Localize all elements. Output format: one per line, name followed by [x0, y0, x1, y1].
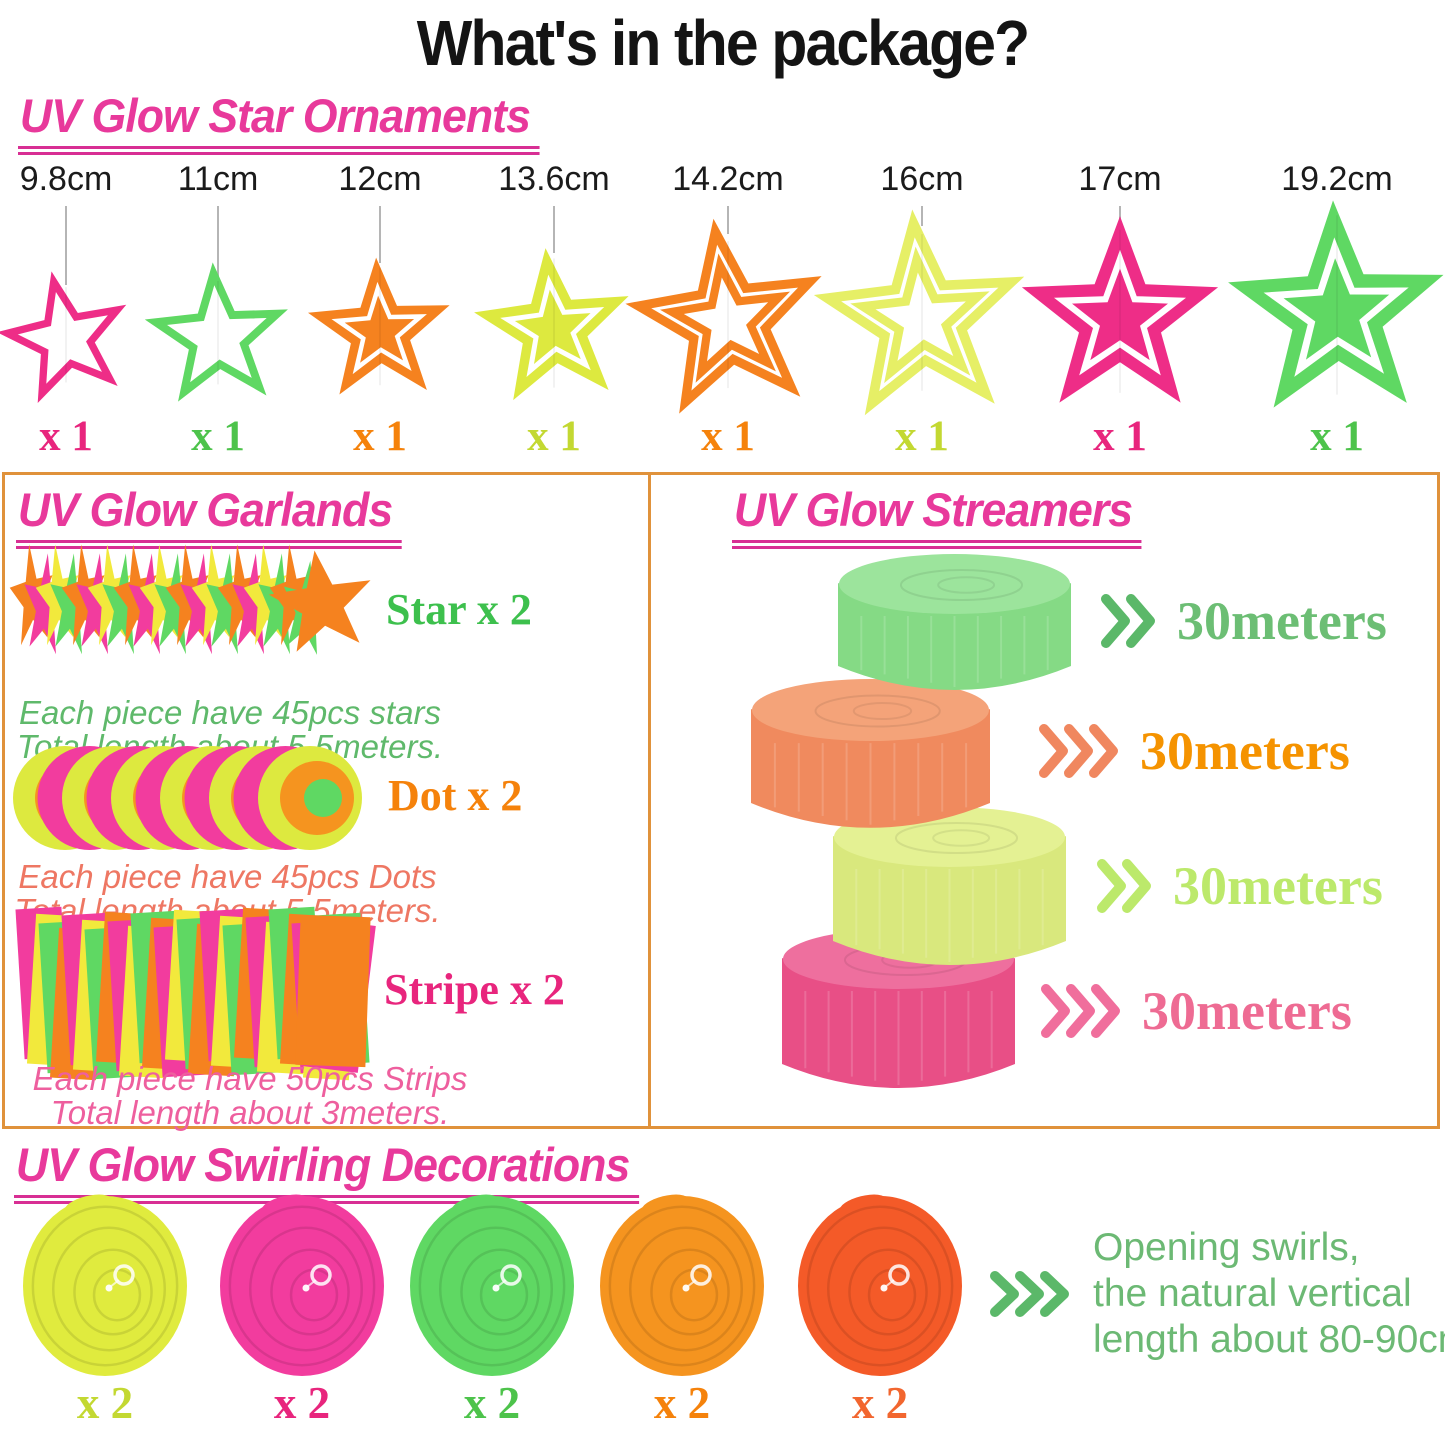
garland-qty-label: Stripe x 2: [384, 965, 565, 1014]
ornament-size-label: 17cm: [1078, 160, 1162, 198]
ornament-qty-label: x 1: [701, 413, 755, 460]
star-ornament-image: [144, 262, 288, 402]
streamer-length-row: 30meters: [1099, 590, 1387, 652]
swirl-note-line: the natural vertical: [1093, 1272, 1412, 1315]
swirl-qty-label: x 2: [273, 1378, 331, 1428]
swirl-decoration-image: [220, 1194, 384, 1376]
garland-description: Total length about 3meters.: [50, 1094, 450, 1131]
garland-description: Each piece have 45pcs stars: [19, 694, 441, 731]
swirl-note-row: Opening swirls, the natural vertical lengt…: [988, 1225, 1445, 1363]
streamer-length-label: 30meters: [1177, 591, 1387, 651]
star-ornaments-heading: UV Glow Star Ornaments: [18, 88, 540, 155]
star-ornament-image: [308, 257, 450, 395]
ornament-size-label: 9.8cm: [19, 160, 113, 198]
star-garland-image: [9, 544, 371, 655]
section-star-ornaments: UV Glow Star Ornaments 9.8cm x 1 11cm x 1 12…: [0, 0, 1445, 472]
column-divider: [648, 475, 651, 1126]
ornament-size-label: 13.6cm: [498, 160, 610, 198]
swirl-decoration-image: [23, 1194, 187, 1376]
swirl-qty-label: x 2: [76, 1378, 134, 1428]
section-swirling-decorations: UV Glow Swirling Decorations x 2 x 2 x 2 x …: [0, 1129, 1445, 1445]
hanging-string: [921, 206, 923, 226]
swirl-decoration-image: [798, 1194, 962, 1376]
star-ornament-image: [1021, 216, 1219, 403]
hanging-string: [379, 206, 381, 263]
garland-qty-label: Dot x 2: [388, 771, 523, 820]
chevron-right-icon: [990, 1271, 1069, 1317]
star-ornament-image: [474, 248, 629, 401]
hanging-string: [1119, 206, 1121, 221]
swirl-note-line: length about 80-90cm.: [1093, 1318, 1445, 1361]
middle-section-border: [2, 472, 1440, 1129]
chevron-right-icon: [1039, 724, 1118, 778]
hanging-string: [217, 206, 219, 278]
ornament-qty-label: x 1: [1310, 413, 1364, 460]
streamer-length-row: 30meters: [1095, 855, 1383, 917]
chevron-right-icon: [1101, 594, 1155, 648]
ornament-qty-label: x 1: [39, 413, 93, 460]
swirl-qty-label: x 2: [463, 1378, 521, 1428]
garlands-heading: UV Glow Garlands: [16, 482, 402, 549]
star-ornament-image: [625, 218, 822, 414]
section-streamers: UV Glow Streamers 30meters 30meters 30mete…: [647, 472, 1445, 1129]
hanging-string: [65, 206, 67, 285]
streamer-roll-image: [838, 554, 1071, 690]
garland-description: Each piece have 50pcs Strips: [32, 1060, 468, 1097]
streamer-length-label: 30meters: [1142, 981, 1352, 1041]
hanging-string: [553, 206, 555, 253]
swirl-note-text: Opening swirls, the natural vertical lengt…: [1093, 1225, 1445, 1363]
garland-qty-label: Star x 2: [386, 585, 532, 634]
ornament-size-label: 16cm: [880, 160, 964, 198]
streamers-heading: UV Glow Streamers: [732, 482, 1142, 549]
swirl-note-line: Opening swirls,: [1093, 1226, 1360, 1269]
chevron-right-icon: [1041, 984, 1120, 1038]
ornament-qty-label: x 1: [1093, 413, 1147, 460]
streamer-length-row: 30meters: [1039, 980, 1352, 1042]
chevron-right-icon: [1097, 859, 1151, 913]
swirls-heading: UV Glow Swirling Decorations: [14, 1137, 639, 1204]
ornament-size-label: 14.2cm: [672, 160, 784, 198]
stripe-garland-image: [15, 906, 376, 1081]
ornament-size-label: 12cm: [338, 160, 422, 198]
star-ornament-image: [1228, 200, 1444, 408]
streamer-length-row: 30meters: [1037, 720, 1350, 782]
ornament-qty-label: x 1: [353, 413, 407, 460]
star-ornament-image: [0, 271, 127, 404]
streamer-length-label: 30meters: [1173, 856, 1383, 916]
swirl-decoration-image: [600, 1194, 764, 1376]
hanging-string: [727, 206, 729, 234]
streamer-roll-image: [751, 679, 990, 828]
ornament-qty-label: x 1: [895, 413, 949, 460]
star-ornament-image: [813, 209, 1025, 416]
swirl-qty-label: x 2: [851, 1378, 909, 1428]
swirl-decoration-image: [410, 1194, 574, 1376]
garland-description: Each piece have 45pcs Dots: [18, 858, 437, 895]
dot-garland-image: [13, 746, 362, 850]
streamer-length-label: 30meters: [1140, 721, 1350, 781]
swirl-qty-label: x 2: [653, 1378, 711, 1428]
page-title: What's in the package?: [416, 7, 1030, 79]
ornament-qty-label: x 1: [191, 413, 245, 460]
ornament-qty-label: x 1: [527, 413, 581, 460]
ornament-size-label: 19.2cm: [1281, 160, 1393, 198]
section-garlands: UV Glow Garlands Star x 2 Each piece have…: [0, 472, 647, 1131]
ornament-size-label: 11cm: [177, 160, 259, 198]
